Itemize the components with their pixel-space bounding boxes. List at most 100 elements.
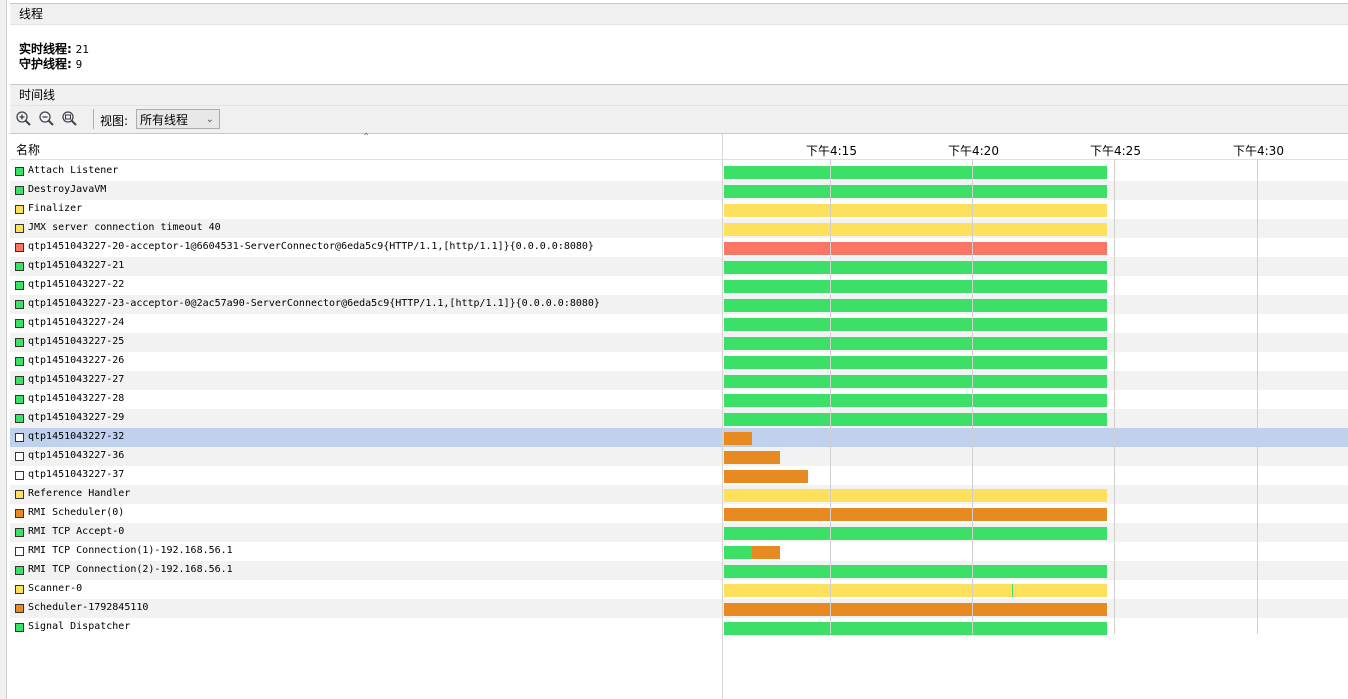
thread-name: RMI TCP Accept-0 xyxy=(28,526,125,537)
view-label: 视图: xyxy=(100,114,129,128)
thread-name: JMX server connection timeout 40 xyxy=(28,222,221,233)
thread-state-icon xyxy=(15,243,24,252)
chevron-down-icon: ⌄ xyxy=(205,114,214,125)
thread-row[interactable]: JMX server connection timeout 40 xyxy=(10,219,1348,238)
thread-row[interactable]: Scanner-0 xyxy=(10,580,1348,599)
name-column-header[interactable]: 名称 xyxy=(16,143,41,157)
thread-state-bar xyxy=(724,622,1107,635)
live-threads-row: 实时线程: 21 xyxy=(19,42,89,57)
thread-state-icon xyxy=(15,433,24,442)
threads-timeline-table: 名称 ⌃ 下午4:15 下午4:20 下午4:25 下午4:30 Attach … xyxy=(10,132,1348,699)
view-select[interactable]: 所有线程 ⌄ xyxy=(136,109,220,129)
thread-name: qtp1451043227-23-acceptor-0@2ac57a90-Ser… xyxy=(28,298,600,309)
thread-row[interactable]: qtp1451043227-24 xyxy=(10,314,1348,333)
thread-row[interactable]: qtp1451043227-37 xyxy=(10,466,1348,485)
thread-row[interactable]: Scheduler-1792845110 xyxy=(10,599,1348,618)
threads-section-header: 线程 xyxy=(10,3,1348,25)
thread-state-icon xyxy=(15,547,24,556)
thread-state-bar xyxy=(724,261,1107,274)
thread-row[interactable]: qtp1451043227-22 xyxy=(10,276,1348,295)
daemon-threads-value: 9 xyxy=(75,58,83,71)
thread-row[interactable]: RMI TCP Connection(1)-192.168.56.1 xyxy=(10,542,1348,561)
thread-row[interactable]: qtp1451043227-32 xyxy=(10,428,1348,447)
zoom-in-icon[interactable] xyxy=(15,110,33,128)
thread-row[interactable]: Signal Dispatcher xyxy=(10,618,1348,637)
thread-row[interactable]: qtp1451043227-26 xyxy=(10,352,1348,371)
thread-state-bar xyxy=(724,451,780,464)
time-tick-label: 下午4:20 xyxy=(948,144,999,158)
thread-state-bar xyxy=(724,470,808,483)
thread-state-icon xyxy=(15,224,24,233)
thread-state-bar xyxy=(752,546,780,559)
thread-state-bar xyxy=(724,508,1107,521)
thread-state-bar xyxy=(724,166,1107,179)
time-gridline xyxy=(830,159,831,634)
thread-name: qtp1451043227-25 xyxy=(28,336,125,347)
thread-state-icon xyxy=(15,509,24,518)
thread-state-icon xyxy=(15,490,24,499)
thread-state-bar xyxy=(724,546,752,559)
thread-name: qtp1451043227-22 xyxy=(28,279,125,290)
thread-state-icon xyxy=(15,528,24,537)
thread-state-bar xyxy=(724,432,752,445)
thread-state-bar xyxy=(724,318,1107,331)
live-threads-label: 实时线程: xyxy=(19,42,72,56)
thread-row[interactable]: qtp1451043227-27 xyxy=(10,371,1348,390)
thread-name: qtp1451043227-26 xyxy=(28,355,125,366)
live-threads-value: 21 xyxy=(75,43,89,56)
thread-row[interactable]: Finalizer xyxy=(10,200,1348,219)
time-gridline xyxy=(1257,159,1258,634)
thread-state-icon xyxy=(15,300,24,309)
thread-state-icon xyxy=(15,566,24,575)
thread-state-bar xyxy=(724,413,1107,426)
thread-name: DestroyJavaVM xyxy=(28,184,107,195)
thread-state-icon xyxy=(15,585,24,594)
thread-state-bar xyxy=(724,337,1107,350)
thread-row[interactable]: qtp1451043227-21 xyxy=(10,257,1348,276)
thread-state-icon xyxy=(15,338,24,347)
table-header: 名称 ⌃ 下午4:15 下午4:20 下午4:25 下午4:30 xyxy=(10,132,1348,160)
thread-row[interactable]: Attach Listener xyxy=(10,162,1348,181)
column-divider[interactable] xyxy=(722,134,723,699)
thread-state-bar xyxy=(724,223,1107,236)
time-tick-label: 下午4:15 xyxy=(806,144,857,158)
thread-state-icon xyxy=(15,281,24,290)
thread-row[interactable]: DestroyJavaVM xyxy=(10,181,1348,200)
thread-row[interactable]: Reference Handler xyxy=(10,485,1348,504)
thread-name: Finalizer xyxy=(28,203,83,214)
thread-state-icon xyxy=(15,623,24,632)
thread-state-bar xyxy=(724,394,1107,407)
thread-state-bar xyxy=(724,375,1107,388)
thread-name: RMI Scheduler(0) xyxy=(28,507,125,518)
thread-state-bar xyxy=(724,565,1107,578)
time-gridline xyxy=(972,159,973,634)
thread-row[interactable]: RMI TCP Connection(2)-192.168.56.1 xyxy=(10,561,1348,580)
thread-state-icon xyxy=(15,414,24,423)
thread-row[interactable]: RMI TCP Accept-0 xyxy=(10,523,1348,542)
thread-row[interactable]: RMI Scheduler(0) xyxy=(10,504,1348,523)
zoom-out-icon[interactable] xyxy=(38,110,56,128)
thread-name: RMI TCP Connection(1)-192.168.56.1 xyxy=(28,545,233,556)
thread-state-bar xyxy=(1013,584,1107,597)
time-gridline xyxy=(1114,159,1115,634)
daemon-threads-row: 守护线程: 9 xyxy=(19,57,89,72)
timeline-toolbar: 视图: 所有线程 ⌄ xyxy=(10,106,1348,134)
thread-state-bar xyxy=(724,603,1107,616)
thread-row[interactable]: qtp1451043227-23-acceptor-0@2ac57a90-Ser… xyxy=(10,295,1348,314)
thread-state-bar xyxy=(724,299,1107,312)
thread-state-icon xyxy=(15,357,24,366)
thread-name: qtp1451043227-21 xyxy=(28,260,125,271)
thread-name: Attach Listener xyxy=(28,165,119,176)
zoom-fit-icon[interactable] xyxy=(61,110,79,128)
thread-state-bar xyxy=(724,584,1012,597)
thread-row[interactable]: qtp1451043227-28 xyxy=(10,390,1348,409)
thread-state-icon xyxy=(15,186,24,195)
thread-row[interactable]: qtp1451043227-20-acceptor-1@6604531-Serv… xyxy=(10,238,1348,257)
thread-row[interactable]: qtp1451043227-36 xyxy=(10,447,1348,466)
thread-row[interactable]: qtp1451043227-25 xyxy=(10,333,1348,352)
thread-row[interactable]: qtp1451043227-29 xyxy=(10,409,1348,428)
thread-state-bar xyxy=(724,204,1107,217)
thread-state-bar xyxy=(1012,584,1013,597)
thread-state-icon xyxy=(15,452,24,461)
thread-state-bar xyxy=(724,242,1107,255)
